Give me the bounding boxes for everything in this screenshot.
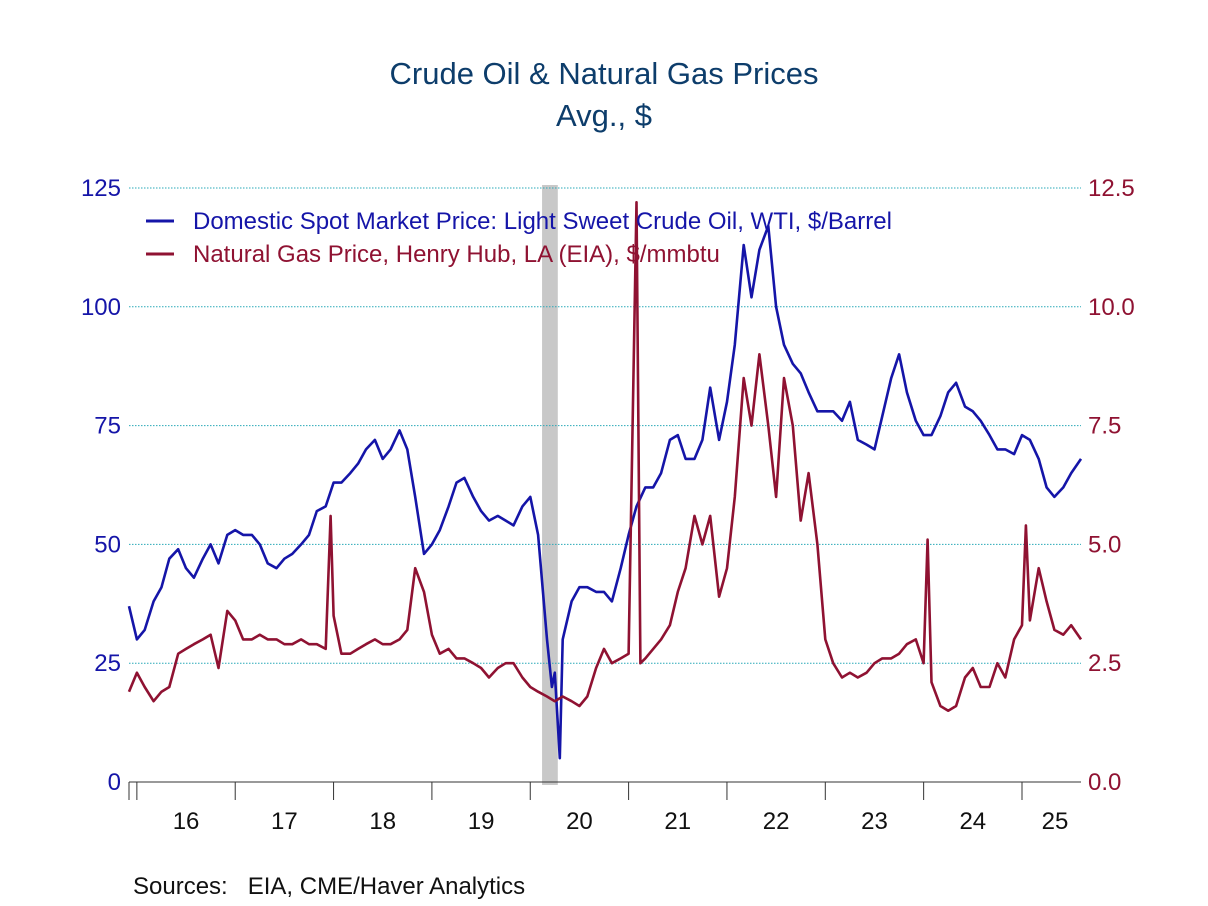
series-line-natural-gas bbox=[127, 201, 1083, 713]
y-left-tick-label: 100 bbox=[81, 294, 121, 321]
y-right-tick-label: 2.5 bbox=[1088, 650, 1121, 677]
plot-area: 0 25 50 75 100 125 0.0 2.5 5.0 7.5 10.0 12.5 16 17 18 1… bbox=[81, 175, 1135, 835]
series-line-crude-oil bbox=[127, 224, 1083, 760]
x-tick-label: 24 bbox=[959, 808, 986, 835]
axes bbox=[128, 781, 1081, 800]
y-left-tick-label: 50 bbox=[94, 531, 121, 558]
x-tick-label: 23 bbox=[861, 808, 888, 835]
chart-subtitle: Avg., $ bbox=[556, 98, 652, 133]
legend-label-natural-gas: Natural Gas Price, Henry Hub, LA (EIA), … bbox=[193, 241, 720, 268]
legend-label-crude-oil: Domestic Spot Market Price: Light Sweet … bbox=[193, 208, 892, 235]
series-layer bbox=[127, 201, 1083, 760]
y-right-tick-label: 0.0 bbox=[1088, 769, 1121, 796]
y-left-tick-label: 75 bbox=[94, 413, 121, 440]
x-tick-label: 17 bbox=[271, 808, 298, 835]
y-left-tick-label: 125 bbox=[81, 175, 121, 202]
x-tick-label: 22 bbox=[763, 808, 790, 835]
x-tick-label: 25 bbox=[1042, 808, 1069, 835]
source-note: Sources: EIA, CME/Haver Analytics bbox=[133, 873, 525, 900]
x-tick-label: 20 bbox=[566, 808, 593, 835]
y-right-tick-label: 7.5 bbox=[1088, 413, 1121, 440]
x-tick-label: 16 bbox=[173, 808, 200, 835]
x-tick-label: 21 bbox=[664, 808, 691, 835]
y-left-tick-label: 0 bbox=[108, 769, 121, 796]
x-tick-label: 18 bbox=[369, 808, 396, 835]
y-right-tick-label: 12.5 bbox=[1088, 175, 1135, 202]
tick-labels: 0 25 50 75 100 125 0.0 2.5 5.0 7.5 10.0 12.5 16 17 18 1… bbox=[81, 175, 1135, 835]
y-right-tick-label: 5.0 bbox=[1088, 531, 1121, 558]
chart-title: Crude Oil & Natural Gas Prices bbox=[390, 56, 819, 91]
x-tick-label: 19 bbox=[468, 808, 495, 835]
legend: Domestic Spot Market Price: Light Sweet … bbox=[146, 208, 892, 268]
y-left-tick-label: 25 bbox=[94, 650, 121, 677]
y-right-tick-label: 10.0 bbox=[1088, 294, 1135, 321]
